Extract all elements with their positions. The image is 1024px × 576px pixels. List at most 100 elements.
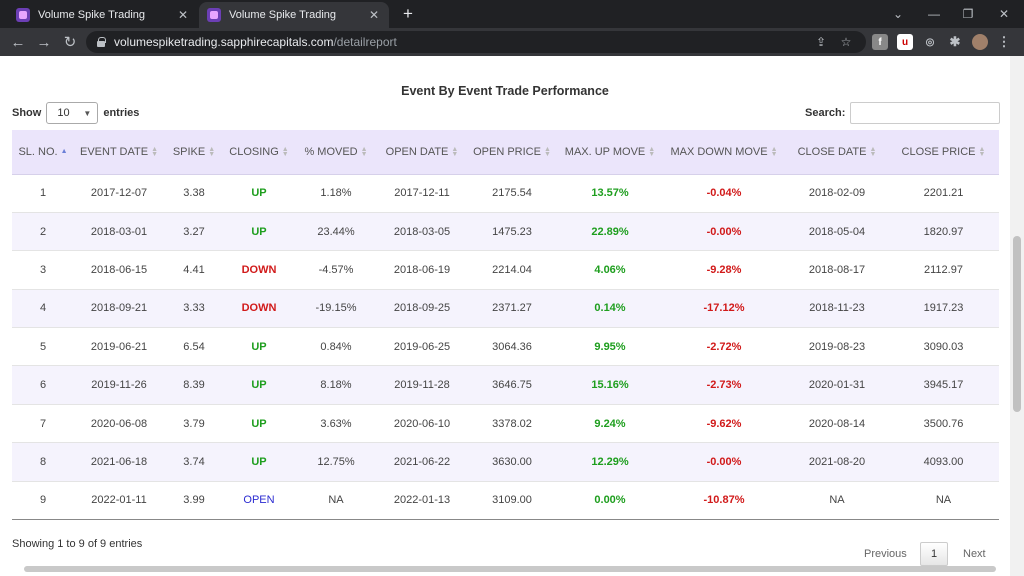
entries-select[interactable]: 10 ▼	[46, 102, 99, 124]
column-header[interactable]: SL. NO. ▲	[12, 130, 74, 175]
cell-moved: 23.44%	[294, 211, 378, 251]
cell-max-down: -17.12%	[662, 288, 786, 328]
page-title: Event By Event Trade Performance	[401, 84, 609, 98]
pocket-extension-icon[interactable]: u	[897, 34, 913, 50]
cell-max-down: -0.00%	[662, 442, 786, 482]
pagination-page-1[interactable]: 1	[920, 542, 948, 566]
column-header[interactable]: EVENT DATE ▲ ▼	[74, 130, 164, 175]
cell-spike: 8.39	[164, 365, 224, 405]
cell-close-date: 2021-08-20	[786, 442, 888, 482]
minimize-icon[interactable]: —	[928, 7, 940, 21]
table-row: 2 2018-03-01 3.27 UP 23.44% 2018-03-05 1475.23…	[12, 211, 999, 251]
cell-sl: 8	[12, 442, 74, 482]
close-icon[interactable]: ✕	[368, 8, 380, 22]
column-header[interactable]: CLOSE DATE ▲ ▼	[786, 130, 888, 175]
cell-max-up: 12.29%	[558, 442, 662, 482]
column-header[interactable]: OPEN DATE ▲ ▼	[378, 130, 466, 175]
cell-open-price: 3109.00	[466, 480, 558, 521]
sort-arrows-icon: ▲ ▼	[208, 145, 216, 158]
cell-close-price: 1917.23	[888, 288, 999, 328]
cell-spike: 3.99	[164, 480, 224, 521]
kebab-menu-icon[interactable]: ⋮	[997, 34, 1011, 49]
cell-close-date: 2020-08-14	[786, 403, 888, 443]
extension-icon[interactable]: ◎	[925, 36, 935, 48]
column-header-label: MAX. UP MOVE	[564, 145, 646, 158]
column-header[interactable]: CLOSING ▲ ▼	[224, 130, 294, 175]
pagination-previous[interactable]: Previous	[864, 548, 907, 560]
cell-close-price: 2112.97	[888, 250, 999, 290]
back-arrow-icon[interactable]: ←	[10, 33, 26, 51]
pagination-next[interactable]: Next	[963, 548, 986, 560]
forward-arrow-icon[interactable]: →	[36, 33, 52, 51]
cell-event-date: 2020-06-08	[74, 403, 164, 443]
column-header[interactable]: % MOVED ▲ ▼	[294, 130, 378, 175]
cell-max-up: 4.06%	[558, 250, 662, 290]
cell-close-price: 4093.00	[888, 442, 999, 482]
sort-arrows-icon: ▲ ▼	[869, 145, 877, 158]
close-icon[interactable]: ✕	[177, 8, 189, 22]
column-header[interactable]: MAX. UP MOVE ▲ ▼	[558, 130, 662, 175]
restore-icon[interactable]: ❐	[962, 7, 974, 21]
entries-label: entries	[103, 107, 140, 119]
search-control: Search:	[805, 102, 1001, 124]
cell-spike: 3.27	[164, 211, 224, 251]
cell-event-date: 2017-12-07	[74, 173, 164, 213]
search-input[interactable]	[850, 102, 1001, 124]
cell-open-price: 3646.75	[466, 365, 558, 405]
cell-sl: 5	[12, 327, 74, 366]
cell-moved: 1.18%	[294, 173, 378, 213]
cell-event-date: 2018-06-15	[74, 250, 164, 290]
vertical-scrollbar[interactable]	[1010, 56, 1024, 576]
cell-closing: UP	[224, 442, 294, 482]
cell-spike: 6.54	[164, 327, 224, 366]
browser-tab-1[interactable]: Volume Spike Trading ✕	[8, 2, 198, 28]
cell-closing: OPEN	[224, 480, 294, 521]
close-window-icon[interactable]: ✕	[998, 7, 1010, 21]
column-header[interactable]: OPEN PRICE ▲ ▼	[466, 130, 558, 175]
facebook-extension-icon[interactable]: f	[872, 34, 888, 50]
cell-max-down: -9.62%	[662, 403, 786, 443]
cell-closing: UP	[224, 211, 294, 251]
bookmark-star-icon[interactable]: ☆	[840, 35, 852, 49]
cell-closing: UP	[224, 327, 294, 366]
tab-search-chevron-icon[interactable]: ⌄	[892, 7, 904, 21]
cell-event-date: 2018-03-01	[74, 211, 164, 251]
cell-max-up: 9.95%	[558, 327, 662, 366]
column-header-label: OPEN DATE	[385, 145, 449, 158]
cell-moved: 0.84%	[294, 327, 378, 366]
scrollbar-thumb[interactable]	[1013, 236, 1021, 412]
cell-open-price: 2214.04	[466, 250, 558, 290]
column-header[interactable]: MAX DOWN MOVE ▲ ▼	[662, 130, 786, 175]
cell-sl: 2	[12, 211, 74, 251]
cell-max-down: -9.28%	[662, 250, 786, 290]
cell-moved: 12.75%	[294, 442, 378, 482]
cell-open-price: 3630.00	[466, 442, 558, 482]
cell-spike: 3.38	[164, 173, 224, 213]
horizontal-scrollbar[interactable]	[24, 566, 996, 572]
browser-tab-2[interactable]: Volume Spike Trading ✕	[199, 2, 389, 28]
tab-title: Volume Spike Trading	[229, 9, 337, 21]
column-header[interactable]: CLOSE PRICE ▲ ▼	[888, 130, 999, 175]
sort-arrows-icon: ▲ ▼	[648, 145, 656, 158]
address-bar[interactable]: volumespiketrading.sapphirecapitals.com /…	[86, 31, 866, 53]
reload-icon[interactable]: ↻	[63, 34, 77, 51]
new-tab-plus-icon[interactable]: +	[403, 4, 413, 23]
column-header[interactable]: SPIKE ▲ ▼	[164, 130, 224, 175]
profile-avatar[interactable]	[972, 34, 988, 50]
cell-max-down: -2.73%	[662, 365, 786, 405]
puzzle-extensions-icon[interactable]: ✱	[949, 34, 961, 49]
cell-sl: 3	[12, 250, 74, 290]
column-header-label: MAX DOWN MOVE	[670, 145, 768, 158]
table-row: 3 2018-06-15 4.41 DOWN -4.57% 2018-06-19 2214.…	[12, 250, 999, 290]
share-icon[interactable]: ⇪	[815, 35, 827, 49]
cell-close-date: 2019-08-23	[786, 327, 888, 366]
cell-open-price: 1475.23	[466, 211, 558, 251]
cell-close-price: 3500.76	[888, 403, 999, 443]
page-content: Event By Event Trade Performance Show 10…	[0, 56, 1010, 576]
sort-arrows-icon: ▲ ▼	[978, 145, 986, 158]
table-info: Showing 1 to 9 of 9 entries	[12, 538, 143, 550]
column-header-label: CLOSE DATE	[797, 145, 867, 158]
sort-arrows-icon: ▲ ▼	[770, 145, 778, 158]
url-path: /detailreport	[333, 35, 397, 49]
cell-close-date: NA	[786, 480, 888, 521]
